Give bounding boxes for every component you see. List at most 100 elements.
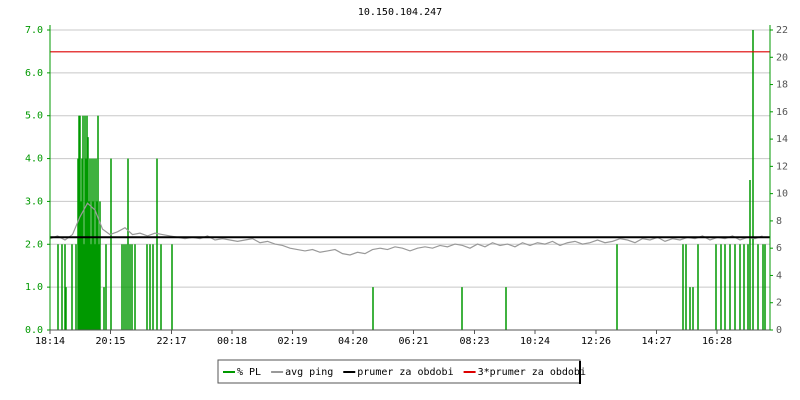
x-tick-label: 08:23 (459, 336, 489, 347)
pl-bar (156, 158, 158, 330)
pl-bar (95, 158, 97, 330)
pl-bar (123, 244, 125, 330)
pl-bar (78, 115, 80, 330)
legend-label: % PL (237, 367, 261, 378)
y2-tick-label: 2 (776, 298, 782, 309)
pl-bar (129, 244, 131, 330)
pl-bar (764, 244, 766, 330)
pl-bar (99, 201, 101, 330)
pl-bar (160, 244, 162, 330)
pl-bar (715, 244, 717, 330)
ping-line (49, 202, 763, 256)
x-tick-label: 16:28 (702, 336, 732, 347)
pl-bar (724, 244, 726, 330)
y-tick-label: 0.0 (25, 325, 43, 336)
pl-bar (96, 201, 98, 330)
y-tick-label: 1.0 (25, 282, 43, 293)
y-tick-label: 3.0 (25, 196, 43, 207)
y-tick-label: 2.0 (25, 239, 43, 250)
y2-tick-label: 8 (776, 216, 782, 227)
pl-bar (743, 244, 745, 330)
legend-label: prumer za obdobi (357, 367, 453, 378)
y2-tick-label: 22 (776, 25, 788, 36)
y-tick-label: 4.0 (25, 154, 43, 165)
pl-bar (71, 244, 73, 330)
x-tick-label: 20:15 (95, 336, 125, 347)
pl-bar (75, 244, 77, 330)
x-tick-label: 22:17 (156, 336, 186, 347)
pl-bar (747, 244, 749, 330)
y2-tick-label: 20 (776, 52, 788, 63)
pl-bar (92, 201, 94, 330)
pl-bar (720, 244, 722, 330)
pl-bar (682, 244, 684, 330)
pl-bar (616, 244, 618, 330)
x-tick-label: 06:21 (398, 336, 428, 347)
pl-bar (127, 158, 129, 330)
y2-tick-label: 14 (776, 134, 788, 145)
pl-bar (685, 244, 687, 330)
pl-bar (80, 201, 82, 330)
pl-bar (89, 158, 91, 330)
pl-bar (90, 244, 92, 330)
legend-label: avg ping (285, 367, 333, 378)
y-tick-label: 6.0 (25, 68, 43, 79)
pl-bar (689, 287, 691, 330)
pl-bar (103, 287, 105, 330)
y2-tick-label: 16 (776, 107, 788, 118)
pl-bar (94, 244, 96, 330)
chart-title: 10.150.104.247 (358, 7, 442, 18)
pl-bar (82, 115, 84, 330)
y2-tick-label: 4 (776, 270, 782, 281)
pl-bar (125, 244, 127, 330)
pl-bar (64, 244, 66, 330)
x-tick-label: 10:24 (520, 336, 550, 347)
pl-bar (77, 158, 79, 330)
pl-bar (93, 158, 95, 330)
pl-bar (505, 287, 507, 330)
pl-bar (97, 115, 99, 330)
legend: % PL avg ping prumer za obdobi 3*prumer za … (217, 359, 586, 384)
pl-bar (65, 287, 67, 330)
y2-tick-label: 10 (776, 189, 788, 200)
pl-bar (762, 244, 764, 330)
pl-bar (739, 244, 741, 330)
y2-tick-label: 12 (776, 161, 788, 172)
pl-bar (749, 180, 751, 330)
pl-bar (692, 287, 694, 330)
pl-bar (87, 137, 89, 330)
pl-bar (152, 244, 154, 330)
pl-bar (83, 244, 85, 330)
legend-label: 3*prumer za obdobi (478, 367, 586, 378)
pl-bar (729, 244, 731, 330)
x-tick-label: 18:14 (35, 336, 65, 347)
y2-tick-label: 6 (776, 243, 782, 254)
pl-bar (121, 244, 123, 330)
y2-tick-label: 18 (776, 80, 788, 91)
pl-bar (171, 244, 173, 330)
pl-bar (734, 244, 736, 330)
pl-bar (105, 244, 107, 330)
pl-bar (57, 244, 59, 330)
pl-bar (146, 244, 148, 330)
pl-bar (149, 244, 151, 330)
x-tick-label: 04:20 (338, 336, 368, 347)
pl-bar (372, 287, 374, 330)
pl-bar (79, 115, 81, 330)
pl-bar (86, 115, 88, 330)
pl-bar (461, 287, 463, 330)
pl-bar (84, 115, 86, 330)
pl-bar (757, 244, 759, 330)
x-tick-label: 00:18 (217, 336, 247, 347)
y2-tick-label: 0 (776, 325, 782, 336)
pl-bar (697, 244, 699, 330)
pl-bar (752, 30, 754, 330)
y-tick-label: 7.0 (25, 25, 43, 36)
x-tick-label: 14:27 (641, 336, 671, 347)
pl-bar (61, 244, 63, 330)
pl-bar (91, 158, 93, 330)
pl-bar (131, 244, 133, 330)
